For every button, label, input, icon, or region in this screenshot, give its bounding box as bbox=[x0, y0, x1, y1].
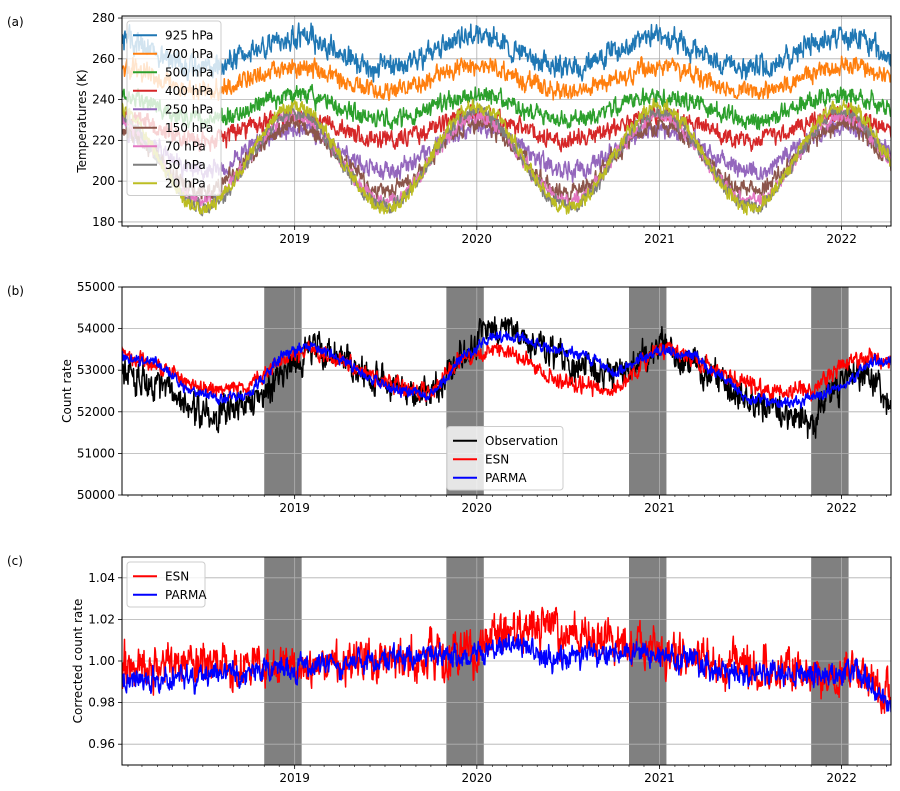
y-tick-label: 260 bbox=[92, 52, 115, 66]
y-axis-label: Count rate bbox=[60, 359, 74, 423]
y-tick-label: 280 bbox=[92, 11, 115, 25]
y-axis-label: Temperatures (K) bbox=[75, 69, 89, 173]
legend-label: ESN bbox=[165, 569, 189, 583]
legend-box bbox=[446, 426, 564, 491]
y-tick-label: 220 bbox=[92, 133, 115, 147]
legend-label: 70 hPa bbox=[165, 139, 206, 153]
y-axis-label: Corrected count rate bbox=[71, 599, 85, 724]
x-axis: 2019 2020 2021 2022 bbox=[127, 226, 887, 246]
y-tick-label: 50000 bbox=[77, 488, 115, 502]
x-tick-label: 2022 bbox=[826, 232, 857, 246]
legend-label: ESN bbox=[485, 452, 509, 466]
series-line-esn bbox=[122, 606, 891, 715]
y-tick-label: 240 bbox=[92, 93, 115, 107]
legend-label: 20 hPa bbox=[165, 176, 206, 190]
series-line-700-hpa bbox=[122, 55, 891, 102]
legend: ESN PARMA bbox=[126, 561, 207, 608]
legend: 925 hPa 700 hPa 500 hPa 400 hPa 250 hPa 150 h… bbox=[126, 20, 222, 196]
series-line-400-hpa bbox=[122, 102, 891, 153]
legend-label: 250 hPa bbox=[165, 102, 213, 116]
x-tick-label: 2021 bbox=[644, 771, 675, 785]
panel-label: (a) bbox=[7, 15, 24, 29]
panel-1: (a) 2019 2020 2021 2022 180 200 220 240 260 280 Tem… bbox=[7, 11, 892, 246]
x-tick-label: 2020 bbox=[462, 501, 493, 515]
shaded-period bbox=[629, 287, 667, 495]
panel-3: (c) 2019 2020 2021 2022 0.96 0.98 1.00 1.02 1.04C… bbox=[7, 554, 892, 785]
legend-label: 150 hPa bbox=[165, 121, 213, 135]
legend: Observation ESN PARMA bbox=[446, 426, 564, 491]
legend-label: 500 hPa bbox=[165, 65, 213, 79]
series-line-parma bbox=[122, 633, 891, 713]
legend-label: 50 hPa bbox=[165, 158, 206, 172]
x-tick-label: 2022 bbox=[826, 771, 857, 785]
x-tick-label: 2020 bbox=[462, 232, 493, 246]
y-tick-label: 54000 bbox=[77, 322, 115, 336]
y-tick-label: 51000 bbox=[77, 446, 115, 460]
y-tick-label: 1.00 bbox=[88, 654, 115, 668]
y-axis: 0.96 0.98 1.00 1.02 1.04 bbox=[88, 571, 122, 751]
x-tick-label: 2021 bbox=[644, 501, 675, 515]
y-tick-label: 0.98 bbox=[88, 696, 115, 710]
x-tick-label: 2020 bbox=[462, 771, 493, 785]
y-axis: 180 200 220 240 260 280 bbox=[92, 11, 122, 229]
panel-2: (b)2019 2020 2021 2022500005100052000530005… bbox=[7, 280, 892, 515]
series-line-observation bbox=[122, 316, 891, 440]
series-line-esn bbox=[122, 340, 891, 403]
legend-label: 700 hPa bbox=[165, 47, 213, 61]
x-axis: 2019 2020 2021 2022 bbox=[127, 765, 887, 785]
y-tick-label: 55000 bbox=[77, 280, 115, 294]
y-tick-label: 1.04 bbox=[88, 571, 115, 585]
panel-label: (c) bbox=[7, 554, 23, 568]
series-line-20-hpa bbox=[122, 97, 891, 216]
panel-label: (b) bbox=[7, 284, 24, 298]
y-tick-label: 200 bbox=[92, 174, 115, 188]
series-group bbox=[122, 22, 891, 217]
y-tick-label: 53000 bbox=[77, 363, 115, 377]
grid bbox=[122, 557, 891, 765]
x-axis: 2019 2020 2021 2022 bbox=[127, 495, 887, 515]
series-line-500-hpa bbox=[122, 83, 891, 131]
series-line-parma bbox=[122, 330, 891, 409]
y-tick-label: 0.96 bbox=[88, 737, 115, 751]
legend-label: 925 hPa bbox=[165, 28, 213, 42]
y-tick-label: 52000 bbox=[77, 405, 115, 419]
x-tick-label: 2019 bbox=[279, 771, 310, 785]
x-tick-label: 2022 bbox=[826, 501, 857, 515]
series-group bbox=[122, 316, 891, 440]
legend-label: Observation bbox=[485, 434, 558, 448]
legend-label: 400 hPa bbox=[165, 84, 213, 98]
y-tick-label: 180 bbox=[92, 215, 115, 229]
x-tick-label: 2019 bbox=[279, 501, 310, 515]
series-line-925-hpa bbox=[122, 22, 891, 83]
legend-box bbox=[126, 20, 222, 196]
series-group bbox=[122, 606, 891, 715]
legend-label: PARMA bbox=[485, 471, 527, 485]
x-tick-label: 2021 bbox=[644, 232, 675, 246]
legend-label: PARMA bbox=[165, 588, 207, 602]
x-tick-label: 2019 bbox=[279, 232, 310, 246]
y-tick-label: 1.02 bbox=[88, 612, 115, 626]
y-axis: 50000 51000 52000 53000 54000 55000 bbox=[77, 280, 122, 502]
